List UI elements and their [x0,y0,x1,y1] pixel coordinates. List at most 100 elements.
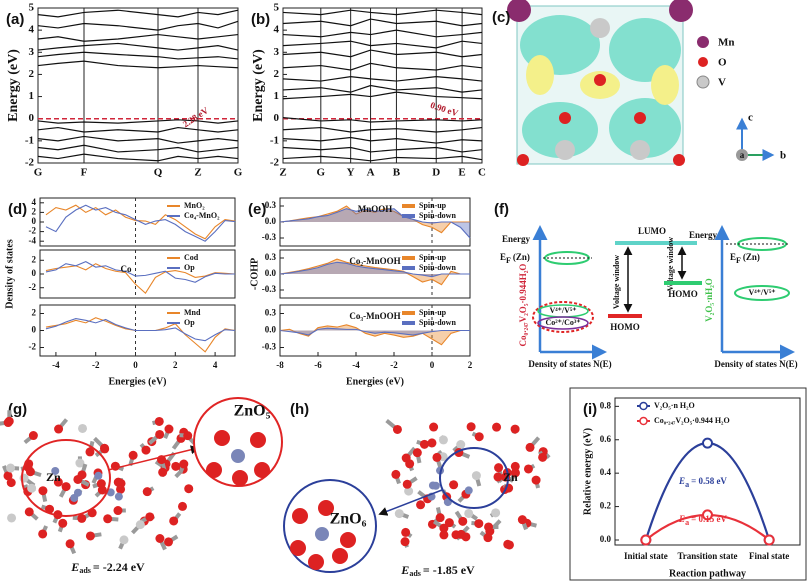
atom [164,424,174,434]
atom-v [590,18,610,38]
atom [391,469,401,479]
series-line [45,263,236,295]
y-tick-label: 0.3 [265,308,277,318]
symbol: E [730,252,736,262]
atom [54,424,64,434]
band-line [282,146,483,153]
legend-label: V [718,77,726,89]
atom [419,439,429,449]
band-line [282,136,483,144]
atom [538,452,548,462]
y-tick-label: 2 [32,206,37,216]
atom-label: Zn [503,470,518,484]
atom [458,516,468,526]
y-tick-label: 2 [29,68,35,80]
panel-title: Co₂-MnOOH [349,256,400,266]
atom [7,513,17,523]
annotation: Ea = 0.58 eV [678,476,727,489]
atom [432,452,442,462]
y-tick-label: 0 [29,112,35,124]
atom [510,424,520,434]
legend-label: Op [184,263,195,272]
isosurface [609,98,681,158]
series-line [45,261,235,283]
atom [142,487,152,497]
y-tick-label: 0.0 [265,216,277,226]
x-axis-label: Energies (eV) [346,376,404,387]
atom [94,471,103,480]
panel-label: (i) [583,401,597,418]
x-tick-label: 4 [213,360,218,370]
atom-v [630,140,650,160]
atom [158,467,168,477]
atom [6,478,16,488]
y-tick-label: -2 [29,342,37,352]
atom [464,508,474,518]
isosurface [651,65,679,105]
atom [474,519,484,529]
legend-label: O [718,57,727,69]
axis-label: b [780,150,786,162]
atom [113,506,123,516]
panel-label: (e) [248,201,266,218]
dos-ellipse [532,301,594,333]
y-tick-label: 0.3 [265,200,277,210]
band-line [37,126,239,133]
atom-v [555,140,575,160]
panel-title: MnOOH [358,204,393,214]
symbol: E [500,252,506,262]
symbol: E [678,476,685,486]
y-tick-label: 0.2 [600,501,612,511]
window-label: Voltage window [666,237,675,291]
atom [525,442,535,452]
annotation: Co [121,264,132,274]
x-tick-label: 2 [468,360,473,370]
atom [503,539,513,549]
band-line [282,49,483,58]
plot-frame [37,7,239,164]
band-line [282,91,483,100]
atom [405,459,415,469]
axis-label: a [740,150,745,160]
adsorption-energy: Eads = -1.85 eV [400,563,475,578]
symbol: E [70,560,79,574]
x-tick-label: E [458,167,465,179]
legend-label: Spin-up [419,308,447,317]
legend-label: Co₀.₂₄₇V₂O₅·0.944 H₂O [654,416,730,425]
text: (Zn) [743,252,760,262]
band-line [37,20,239,31]
atom [135,520,145,530]
x-tick-label: F [81,167,88,179]
atom [27,483,37,493]
atom [431,481,440,490]
band-line [282,84,483,93]
legend-label: Cod [184,253,199,262]
subscript: a [685,480,689,489]
atom [38,529,48,539]
adsorption-energy: Eads = -2.24 eV [70,560,145,575]
legend-marker [639,401,648,411]
window-label: Voltage window [612,255,621,309]
subscript: a [685,518,689,527]
y-tick-label: 1 [274,90,280,102]
atom [53,477,63,487]
atom [97,485,107,495]
band-line [282,9,483,16]
area-shade [280,206,470,233]
atom [114,492,123,501]
x-tick-label: -4 [352,360,360,370]
y-tick-label: 0 [274,112,280,124]
symbol: E [678,514,685,524]
atom-zn [231,449,245,463]
atom-o [634,112,646,124]
y-axis-label: Density of states [4,239,15,309]
y-tick-label: -2 [270,157,280,169]
atom-label: Zn [46,470,61,484]
atom [184,484,194,494]
atom-o [206,462,222,478]
atom [145,512,155,522]
annotation: Ea = 0.15 eV [678,514,727,527]
lumo-label: LUMO [638,226,666,236]
point [702,437,713,449]
atom [70,493,79,502]
